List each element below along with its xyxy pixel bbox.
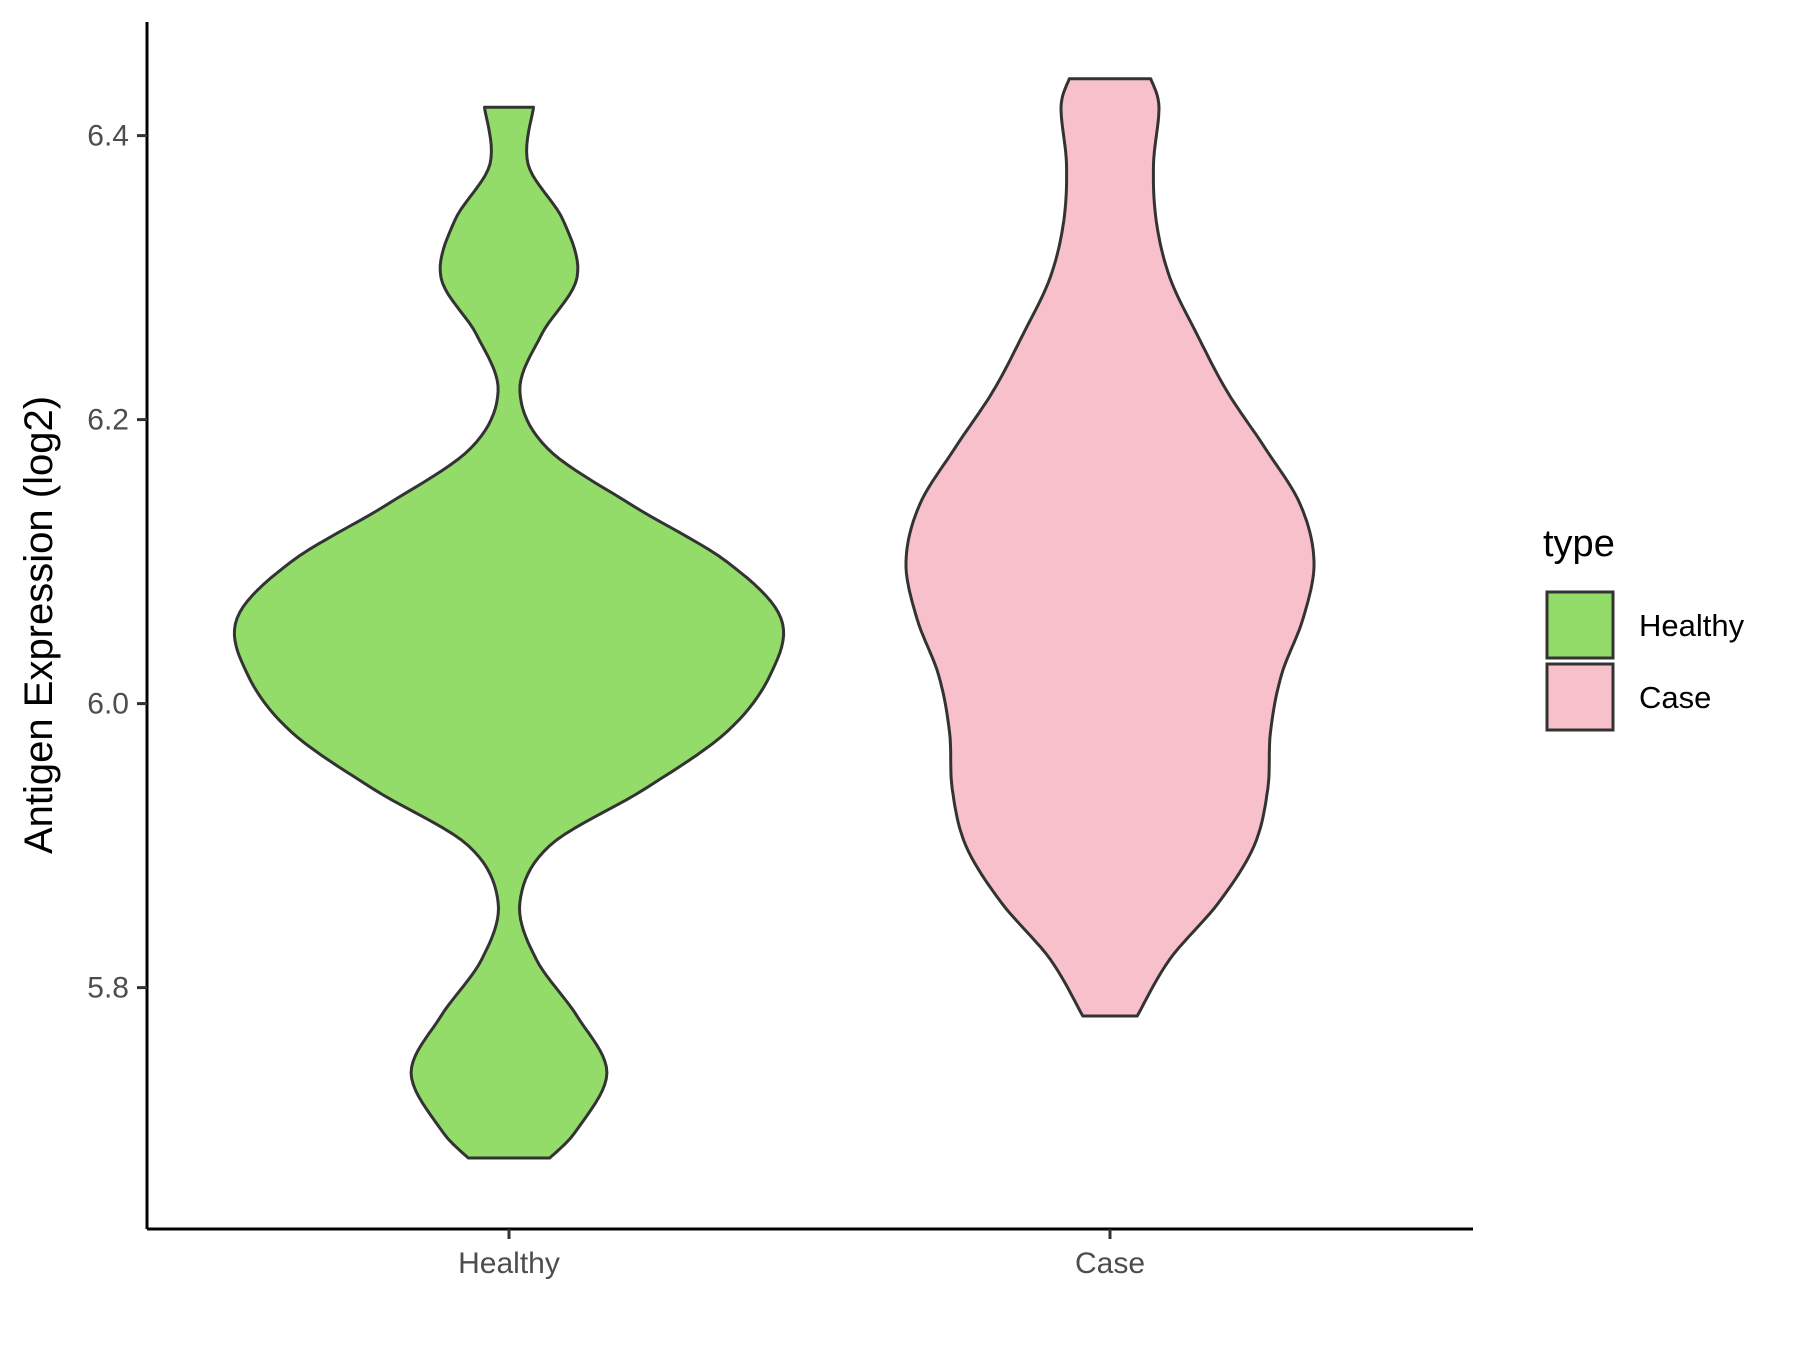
x-tick-label: Healthy — [458, 1247, 560, 1280]
violins — [232, 77, 1316, 1160]
y-axis-ticks: 5.8 6.0 6.2 6.4 — [87, 120, 147, 1005]
violin-healthy — [232, 105, 786, 1160]
x-axis-ticks: Healthy Case — [458, 1229, 1145, 1280]
legend-label-case: Case — [1639, 680, 1711, 715]
y-tick-label: 6.4 — [87, 120, 129, 153]
y-tick-label: 5.8 — [87, 972, 129, 1005]
legend: type Healthy Case — [1543, 523, 1745, 732]
legend-swatch-case — [1545, 662, 1615, 732]
legend-label-healthy: Healthy — [1639, 608, 1745, 643]
legend-title: type — [1543, 523, 1615, 565]
y-tick-label: 6.0 — [87, 688, 129, 721]
legend-swatch-healthy — [1545, 590, 1615, 660]
violin-case — [904, 77, 1316, 1018]
y-axis-title: Antigen Expression (log2) — [17, 396, 61, 854]
y-tick-label: 6.2 — [87, 404, 129, 437]
legend-items: Healthy Case — [1545, 590, 1745, 732]
x-tick-label: Case — [1075, 1247, 1145, 1280]
